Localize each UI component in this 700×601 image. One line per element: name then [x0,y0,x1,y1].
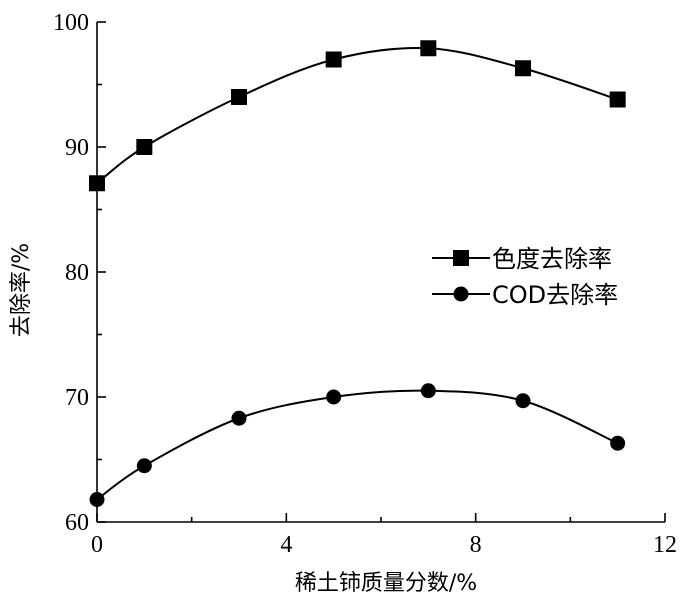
series-layer [89,40,626,507]
series-2-point-0 [89,492,105,507]
y-tick-label-70: 70 [65,385,89,411]
series-2-point-6 [610,435,626,451]
series-2 [89,383,626,507]
series-2-line [96,389,619,501]
x-tick-label-4: 4 [280,532,292,558]
legend-item-2: COD去除率 [432,281,618,309]
y-tick-label-60: 60 [65,510,89,536]
x-tick-label-12: 12 [653,532,677,558]
series-2-point-4 [420,383,436,399]
series-1-point-1 [136,139,153,155]
legend-label-2: COD去除率 [492,281,618,309]
series-2-point-2 [231,410,247,426]
series-1-point-2 [231,89,247,105]
series-2-point-1 [136,458,152,474]
y-tick-label-90: 90 [65,135,89,161]
y-axis-title: 去除率/% [9,243,34,337]
legend-item-1: 色度去除率 [432,245,612,273]
y-tick-label-100: 100 [53,10,89,36]
legend-marker-2 [453,286,469,302]
x-tick-label-0: 0 [91,532,103,558]
series-2-point-3 [326,389,342,405]
series-1-point-3 [325,51,342,68]
series-1 [89,40,626,192]
series-1-point-4 [420,40,437,57]
x-tick-label-8: 8 [470,532,482,558]
series-1-point-6 [609,91,626,108]
legend-marker-1 [453,250,469,266]
x-axis-title: 稀土铈质量分数/% [295,571,477,596]
tick-marks [96,21,666,523]
series-2-point-5 [515,393,531,409]
series-1-point-0 [89,175,105,192]
legend: 色度去除率 COD去除率 [432,245,618,309]
series-1-point-5 [515,60,531,77]
tick-labels: 60 70 80 90 100 0 4 8 12 [53,10,677,558]
legend-label-1: 色度去除率 [492,245,612,273]
y-tick-label-80: 80 [65,260,89,286]
series-1-line [96,46,618,185]
